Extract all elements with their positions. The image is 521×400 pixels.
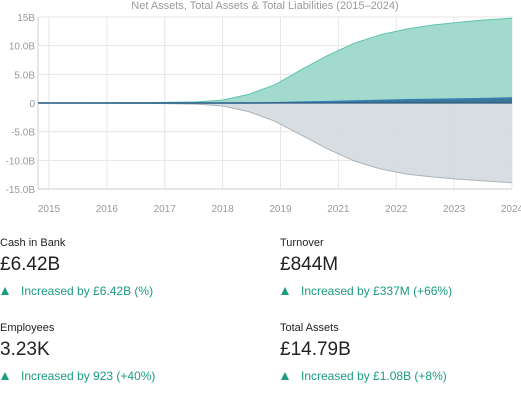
y-tick-label: -10.0B — [6, 156, 36, 167]
stat-value: 3.23K — [0, 339, 50, 360]
stat-turnover: Turnover £844M Increased by £337M (+66%) — [280, 236, 520, 299]
stat-value: £844M — [280, 254, 339, 275]
stat-value: £6.42B — [0, 254, 61, 275]
chart-title: Net Assets, Total Assets & Total Liabili… — [131, 0, 398, 12]
x-tick-label: 2016 — [96, 204, 119, 215]
y-tick-label: 10.0B — [9, 42, 35, 53]
x-tick-label: 2017 — [154, 204, 177, 215]
stat-label: Cash in Bank — [0, 237, 66, 249]
stat-change: Increased by 923 (+40%) — [0, 368, 240, 384]
net-assets-chart: Net Assets, Total Assets & Total Liabili… — [6, 0, 521, 215]
stat-total-assets: Total Assets £14.79B Increased by £1.08B… — [280, 321, 520, 384]
x-tick-label: 2024 — [501, 204, 521, 215]
stat-label: Employees — [0, 322, 55, 334]
stat-change-text: Increased by 923 (+40%) — [21, 369, 156, 383]
x-tick-label: 2019 — [269, 204, 292, 215]
stat-change-text: Increased by £337M (+66%) — [301, 284, 453, 298]
x-tick-label: 2015 — [38, 204, 61, 215]
net-assets-area — [38, 97, 512, 103]
y-tick-label: 5.0B — [14, 70, 35, 81]
stat-change: Increased by £1.08B (+8%) — [280, 368, 520, 384]
stat-employees: Employees 3.23K Increased by 923 (+40%) — [0, 321, 240, 384]
stat-label: Total Assets — [280, 322, 339, 334]
stat-cash-in-bank: Cash in Bank £6.42B Increased by £6.42B … — [0, 236, 240, 299]
y-tick-label: 15B — [17, 13, 35, 24]
stat-value: £14.79B — [280, 339, 351, 360]
x-tick-label: 2021 — [327, 204, 350, 215]
arrow-up-icon — [1, 372, 9, 380]
y-tick-label: 0 — [29, 99, 35, 110]
total-assets-area — [38, 18, 512, 104]
y-tick-label: -15.0B — [6, 185, 36, 196]
chart-svg: Net Assets, Total Assets & Total Liabili… — [6, 0, 521, 215]
stat-label: Turnover — [280, 237, 324, 249]
stat-change-text: Increased by £6.42B (%) — [21, 284, 154, 298]
x-tick-label: 2023 — [443, 204, 466, 215]
arrow-up-icon — [281, 287, 289, 295]
x-tick-label: 2022 — [385, 204, 408, 215]
arrow-up-icon — [1, 287, 9, 295]
y-tick-label: -5.0B — [11, 128, 35, 139]
stat-change: Increased by £6.42B (%) — [0, 283, 240, 299]
arrow-up-icon — [281, 372, 289, 380]
x-tick-label: 2018 — [212, 204, 235, 215]
stat-change: Increased by £337M (+66%) — [280, 283, 520, 299]
total-liabilities-area — [38, 103, 512, 183]
stat-change-text: Increased by £1.08B (+8%) — [301, 369, 447, 383]
